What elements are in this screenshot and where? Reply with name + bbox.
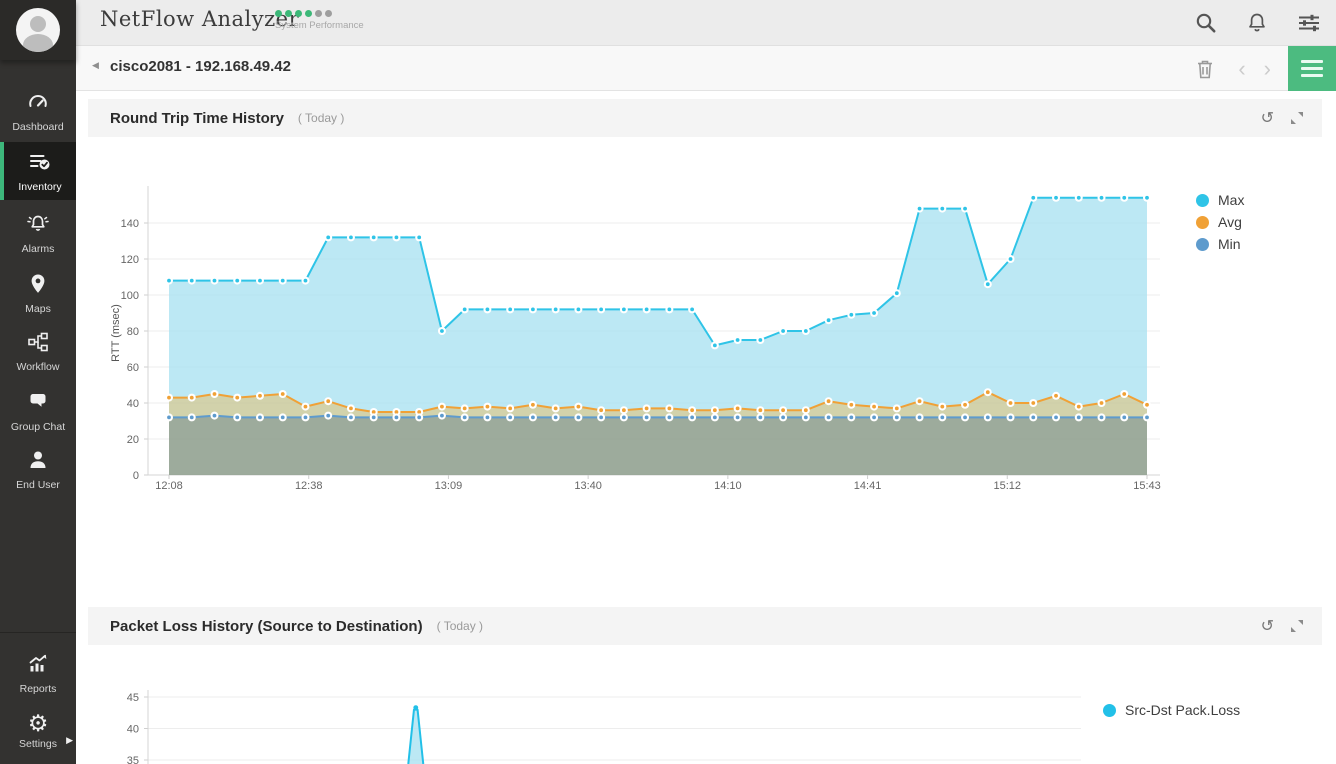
- prev-chevron-icon[interactable]: ‹: [1238, 55, 1246, 81]
- sidebar-divider: [0, 632, 76, 633]
- submenu-arrow-icon: ▶: [66, 736, 73, 746]
- device-title: cisco2081 - 192.168.49.42: [110, 58, 291, 75]
- svg-text:60: 60: [127, 362, 139, 374]
- expand-icon[interactable]: [1290, 619, 1304, 633]
- svg-text:12:08: 12:08: [155, 480, 183, 492]
- brand-status: System Performance: [275, 10, 364, 31]
- legend-label: Min: [1218, 236, 1241, 252]
- svg-text:0: 0: [133, 470, 139, 482]
- legend-item-src-dst-pack-loss[interactable]: Src-Dst Pack.Loss: [1103, 702, 1240, 718]
- sidebar-item-label: Alarms: [21, 243, 55, 255]
- packet-loss-range-label: ( Today ): [436, 619, 484, 633]
- expand-icon[interactable]: [1290, 111, 1304, 125]
- rtt-panel-title: Round Trip Time History: [110, 109, 284, 127]
- sidebar-item-label: Dashboard: [12, 121, 64, 133]
- delete-trash-icon[interactable]: [1195, 58, 1215, 80]
- sidebar-item-label: Workflow: [16, 361, 60, 373]
- svg-text:40: 40: [127, 724, 139, 736]
- search-icon[interactable]: [1194, 11, 1218, 35]
- legend-label: Max: [1218, 192, 1245, 208]
- svg-text:13:40: 13:40: [574, 480, 602, 492]
- user-icon: [30, 451, 46, 468]
- svg-text:20: 20: [127, 434, 139, 446]
- rtt-range-label: ( Today ): [297, 111, 345, 125]
- next-chevron-icon[interactable]: ›: [1263, 55, 1271, 81]
- svg-text:45: 45: [127, 692, 139, 704]
- sidebar-nav: Dashboard Inventory Alarms Maps Workflow…: [0, 0, 76, 764]
- breadcrumb-bar: ◀ cisco2081 - 192.168.49.42 ‹ ›: [76, 46, 1336, 91]
- sidebar-item-reports[interactable]: Reports: [0, 652, 76, 704]
- max-legend-dot-icon: [1196, 193, 1209, 207]
- refresh-icon[interactable]: ↺: [1260, 616, 1274, 635]
- status-dots: [275, 10, 364, 17]
- sidebar-item-label: End User: [16, 479, 60, 491]
- packet-loss-legend: Src-Dst Pack.Loss: [1103, 702, 1240, 724]
- sidebar-item-end-user[interactable]: End User: [0, 448, 76, 500]
- user-avatar-block[interactable]: [0, 0, 76, 60]
- svg-text:140: 140: [121, 218, 139, 230]
- topbar-actions: [1194, 0, 1322, 46]
- rtt-legend: Max Avg Min: [1196, 192, 1244, 258]
- legend-label: Src-Dst Pack.Loss: [1125, 702, 1241, 718]
- panel-menu-button[interactable]: [1288, 46, 1336, 91]
- map-pin-icon: [31, 274, 45, 293]
- svg-text:12:38: 12:38: [295, 480, 323, 492]
- sidebar-item-label: Group Chat: [10, 421, 66, 433]
- notifications-bell-icon[interactable]: [1245, 11, 1269, 35]
- breadcrumb-actions: ‹ ›: [1195, 46, 1336, 91]
- rtt-panel-header: Round Trip Time History ( Today ) ↺: [88, 99, 1322, 137]
- rtt-chart: 0 20 40 60 80 100 120 140 12:08 12:38 13:09 13:40 14…: [121, 186, 1161, 492]
- gauge-icon: [29, 95, 47, 107]
- avg-legend-dot-icon: [1196, 215, 1209, 229]
- sidebar-item-inventory[interactable]: Inventory: [0, 142, 76, 200]
- rtt-y-axis-label: RTT (msec): [110, 304, 122, 362]
- packet-loss-panel-title: Packet Loss History (Source to Destinati…: [110, 617, 423, 635]
- sidebar-item-maps[interactable]: Maps: [0, 272, 76, 324]
- legend-label: Avg: [1218, 214, 1242, 230]
- back-chevron-icon[interactable]: ◀: [92, 61, 99, 71]
- reports-icon: [29, 654, 47, 672]
- app-title: NetFlow Analyzer: [100, 7, 300, 31]
- inventory-icon: [30, 155, 50, 170]
- alarm-bell-icon: [27, 215, 49, 231]
- sidebar-item-group-chat[interactable]: Group Chat: [0, 390, 76, 442]
- svg-text:120: 120: [121, 254, 139, 266]
- legend-item-max[interactable]: Max: [1196, 192, 1244, 208]
- min-legend-dot-icon: [1196, 237, 1209, 251]
- chat-icon: [30, 394, 46, 407]
- sidebar-item-label: Maps: [25, 303, 51, 315]
- svg-text:14:41: 14:41: [854, 480, 882, 492]
- sidebar-item-alarms[interactable]: Alarms: [0, 212, 76, 264]
- sidebar-item-dashboard[interactable]: Dashboard: [0, 90, 76, 142]
- packet-loss-chart: 45 40 35: [127, 690, 1081, 764]
- sidebar-item-workflow[interactable]: Workflow: [0, 330, 76, 382]
- sidebar-item-label: Reports: [19, 683, 57, 695]
- svg-text:15:43: 15:43: [1133, 480, 1161, 492]
- app-subtitle: System Performance: [275, 20, 364, 31]
- sidebar-item-label: Settings: [19, 738, 57, 750]
- legend-item-avg[interactable]: Avg: [1196, 214, 1244, 230]
- svg-text:80: 80: [127, 326, 139, 338]
- sidebar-item-settings[interactable]: ⚙ Settings ▶: [0, 712, 76, 764]
- svg-text:35: 35: [127, 755, 139, 764]
- top-bar: NetFlow Analyzer System Performance: [76, 0, 1336, 46]
- workflow-icon: [28, 332, 48, 352]
- packet-loss-legend-dot-icon: [1103, 703, 1116, 717]
- gear-icon: ⚙: [27, 711, 49, 737]
- legend-item-min[interactable]: Min: [1196, 236, 1244, 252]
- packet-loss-panel-header: Packet Loss History (Source to Destinati…: [88, 607, 1322, 645]
- svg-text:14:10: 14:10: [714, 480, 742, 492]
- settings-sliders-icon[interactable]: [1296, 11, 1322, 35]
- svg-text:13:09: 13:09: [435, 480, 463, 492]
- refresh-icon[interactable]: ↺: [1260, 108, 1274, 127]
- sidebar-item-label: Inventory: [18, 181, 62, 193]
- svg-text:15:12: 15:12: [994, 480, 1022, 492]
- svg-text:40: 40: [127, 398, 139, 410]
- avatar-icon: [16, 8, 60, 52]
- svg-text:100: 100: [121, 290, 139, 302]
